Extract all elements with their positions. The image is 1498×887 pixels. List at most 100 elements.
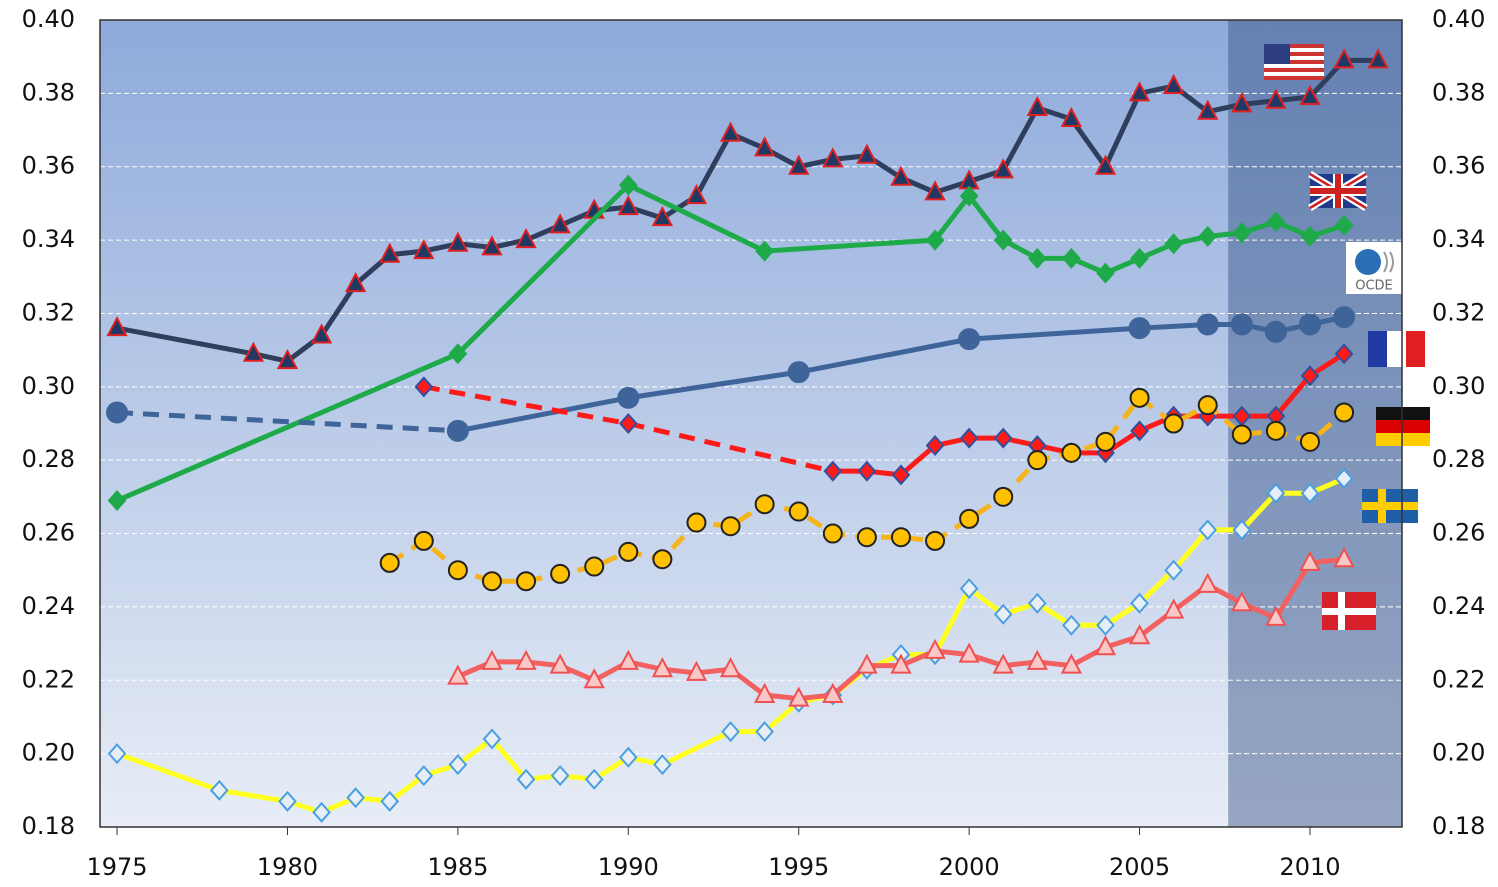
point [993, 427, 1013, 449]
point [1027, 247, 1047, 269]
point [925, 530, 946, 551]
line [457, 314, 1345, 434]
point [822, 682, 844, 703]
y-tick-label: 0.22 [22, 665, 75, 693]
y-tick-label: 0.32 [22, 298, 75, 326]
point [1128, 81, 1151, 102]
point [1334, 402, 1355, 423]
point [1130, 247, 1149, 269]
point [856, 527, 877, 548]
point [651, 657, 674, 678]
point [685, 660, 708, 681]
x-tick-label: 1990 [598, 853, 659, 881]
point [857, 460, 877, 482]
point [753, 136, 776, 157]
point [1333, 48, 1355, 69]
point [925, 229, 945, 251]
point [788, 686, 810, 707]
y2-tick-label: 0.22 [1432, 665, 1485, 693]
point [106, 401, 129, 424]
point [1298, 313, 1321, 336]
point [651, 205, 674, 227]
point [1026, 649, 1048, 670]
y-tick-label: 0.28 [22, 445, 75, 473]
y2-tick-label: 0.40 [1432, 5, 1485, 33]
point [1300, 365, 1320, 387]
point [618, 174, 638, 196]
y-tick-label: 0.36 [22, 152, 75, 180]
point [481, 235, 503, 256]
point [346, 787, 365, 809]
point [1367, 48, 1389, 69]
point [1128, 624, 1151, 645]
point [1162, 73, 1185, 95]
point [379, 552, 400, 573]
point [447, 560, 468, 581]
point [925, 435, 945, 457]
y-tick-label: 0.24 [22, 592, 75, 620]
point [482, 728, 502, 750]
point [1266, 482, 1286, 504]
point [413, 530, 434, 551]
point [653, 754, 672, 776]
point [584, 556, 605, 577]
point [959, 185, 979, 207]
point [755, 240, 774, 262]
point [1061, 442, 1082, 463]
x-tick-label: 1985 [427, 853, 488, 881]
point [1196, 313, 1219, 336]
point [617, 649, 639, 670]
point [448, 343, 468, 365]
y2-tick-label: 0.32 [1432, 298, 1485, 326]
point [1232, 519, 1252, 541]
point [1334, 468, 1354, 490]
point [992, 653, 1014, 674]
point [380, 790, 400, 812]
plot-background [100, 20, 1402, 827]
point [106, 315, 128, 337]
point [652, 549, 673, 570]
point [481, 571, 502, 592]
y-tick-label: 0.34 [22, 225, 75, 253]
x-tick-label: 2005 [1109, 853, 1170, 881]
y2-tick-label: 0.36 [1432, 152, 1485, 180]
point [242, 341, 265, 362]
point [1334, 343, 1354, 365]
point [618, 541, 639, 562]
point [754, 494, 775, 515]
point [617, 194, 639, 216]
y2-tick-label: 0.30 [1432, 372, 1485, 400]
point [959, 508, 980, 529]
point [448, 754, 468, 776]
point [822, 147, 844, 168]
point [1094, 635, 1117, 656]
point [1230, 313, 1253, 336]
point [617, 386, 640, 409]
point [959, 427, 979, 449]
point [618, 412, 638, 435]
point [1333, 306, 1356, 329]
point [924, 638, 946, 659]
point [788, 154, 810, 175]
point [516, 768, 536, 790]
point [107, 490, 127, 512]
point [1299, 84, 1321, 106]
point [1026, 95, 1048, 117]
line [832, 351, 1346, 478]
point [787, 361, 810, 384]
y2-tick-label: 0.38 [1432, 78, 1485, 106]
point [1231, 591, 1253, 612]
x-tick-label: 1980 [257, 853, 318, 881]
point [1334, 214, 1354, 236]
point [1130, 592, 1149, 614]
point [1060, 106, 1083, 128]
point [1264, 320, 1287, 343]
point [1094, 154, 1117, 175]
y2-tick-label: 0.20 [1432, 739, 1485, 767]
point [719, 657, 742, 678]
point [958, 328, 981, 351]
point [413, 238, 435, 260]
point [515, 649, 537, 670]
point [447, 664, 469, 685]
